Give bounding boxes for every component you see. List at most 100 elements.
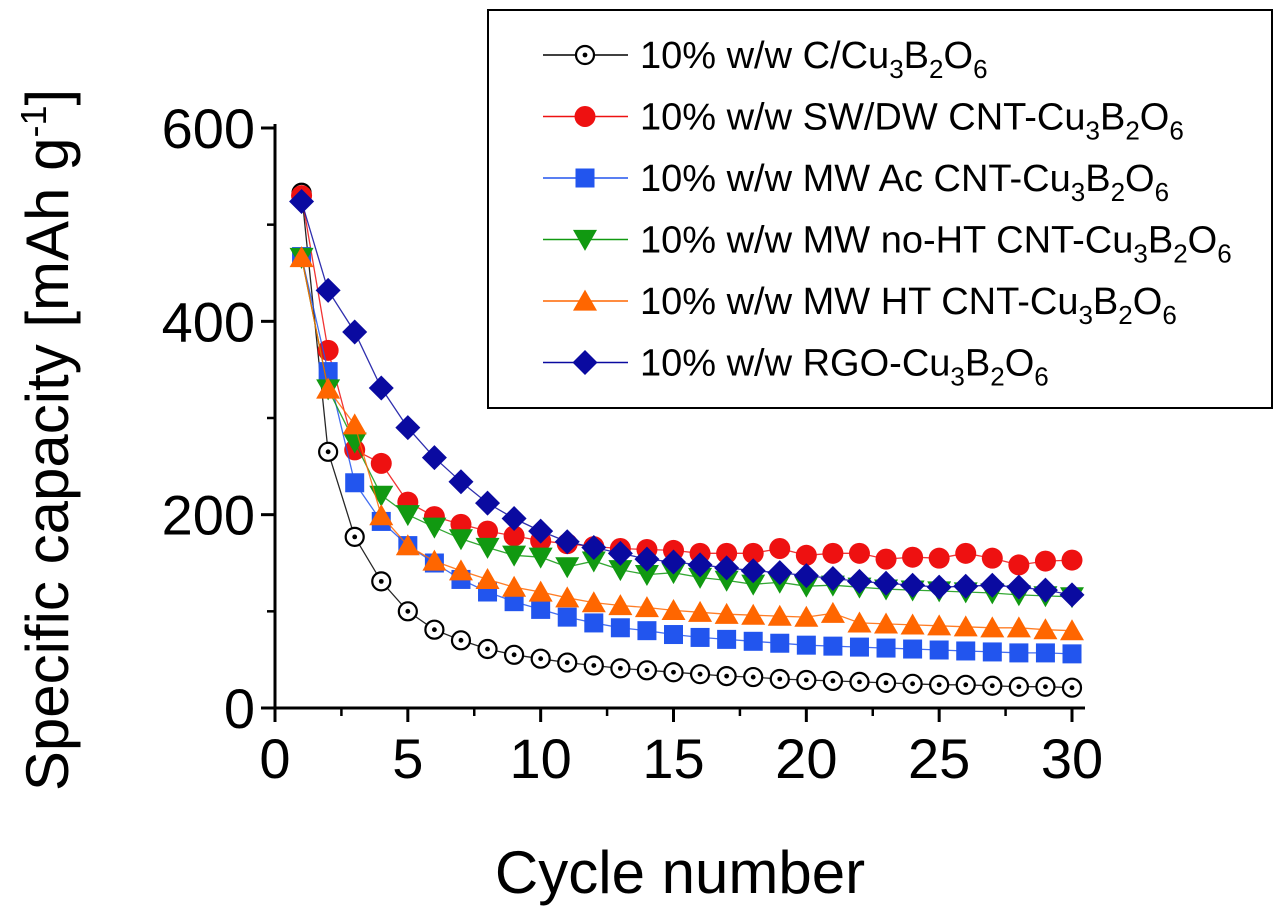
marker-dot	[910, 681, 915, 687]
data-point	[767, 560, 793, 586]
legend-marker	[573, 229, 597, 251]
data-point	[742, 542, 764, 564]
data-point	[477, 520, 499, 542]
legend-marker	[572, 350, 598, 375]
data-point	[503, 525, 525, 547]
data-point	[581, 535, 607, 561]
legend-label-mid: B	[1148, 220, 1173, 262]
y-axis-title-sup: -1	[13, 106, 54, 138]
legend-sub: 2	[929, 54, 943, 84]
data-point	[953, 573, 979, 599]
data-point	[900, 572, 926, 598]
legend-sub: 3	[1085, 116, 1099, 146]
legend-sub: 2	[1118, 300, 1132, 330]
series-5	[289, 188, 1085, 608]
data-point	[873, 570, 899, 596]
legend-sub: 6	[1155, 177, 1169, 207]
data-point	[581, 591, 606, 613]
marker-dot	[883, 680, 889, 686]
data-point	[634, 565, 659, 586]
marker-dot	[803, 677, 809, 683]
data-point	[555, 557, 580, 579]
legend-sub: 3	[950, 362, 964, 392]
marker-dot	[857, 679, 862, 685]
data-point	[448, 559, 473, 581]
y-tick-label: 200	[162, 484, 255, 547]
legend-marker	[574, 44, 596, 66]
legend-marker	[574, 106, 596, 127]
data-point	[342, 413, 367, 435]
legend-sub: 3	[1133, 239, 1147, 269]
legend-label-prefix: 10% w/w RGO-Cu	[640, 343, 950, 385]
data-point	[289, 188, 315, 214]
data-point	[369, 504, 394, 526]
marker-dot	[378, 578, 384, 584]
marker-dot	[644, 667, 650, 673]
data-point	[902, 673, 923, 694]
data-point	[608, 594, 633, 616]
legend-sub: 6	[1034, 362, 1048, 392]
series-2	[292, 247, 1082, 664]
data-point	[345, 473, 365, 493]
data-point	[318, 441, 339, 462]
data-point	[955, 674, 976, 695]
legend-label-mid: B	[965, 343, 990, 385]
data-point	[795, 544, 817, 566]
data-point	[607, 540, 633, 566]
data-point	[955, 542, 977, 564]
y-axis-title-close: ]	[14, 89, 81, 106]
data-point	[395, 415, 421, 441]
data-point	[1059, 582, 1085, 608]
legend-sub: 2	[1111, 177, 1125, 207]
data-point	[743, 631, 763, 651]
y-axis-title: Specific capacity [mAh g-1]	[13, 89, 81, 791]
data-point	[1035, 676, 1056, 697]
marker-dot	[1069, 685, 1075, 691]
data-point	[769, 668, 790, 690]
data-point	[902, 546, 924, 568]
legend-sub: 3	[889, 54, 903, 84]
data-point	[717, 629, 737, 649]
legend-marker	[573, 289, 597, 311]
data-point	[637, 621, 657, 641]
data-point	[875, 672, 897, 693]
marker-dot	[458, 637, 464, 643]
marker-dot	[352, 534, 358, 540]
marker-dot	[582, 52, 588, 58]
data-point	[979, 572, 1005, 598]
x-axis-title: Cycle number	[495, 839, 865, 906]
legend-sub: 2	[1173, 239, 1187, 269]
data-point	[395, 534, 420, 556]
legend-entry-0: 10% w/w C/Cu3B2O6	[543, 35, 988, 84]
data-point	[610, 618, 630, 638]
marker-dot	[989, 683, 995, 689]
marker-dot	[750, 674, 756, 680]
legend-marker	[575, 168, 595, 188]
data-point	[634, 546, 660, 572]
data-point	[557, 652, 578, 673]
data-point	[796, 635, 816, 655]
marker-dot	[671, 669, 676, 675]
legend-label-end: O	[1140, 97, 1170, 139]
data-point	[554, 529, 580, 555]
data-point	[716, 542, 738, 564]
data-point	[822, 542, 844, 564]
data-point	[980, 616, 1005, 638]
data-point	[370, 452, 392, 474]
data-point	[740, 558, 766, 584]
data-point	[848, 542, 870, 564]
plot-area	[289, 182, 1085, 698]
marker-dot	[1043, 684, 1048, 690]
data-point	[342, 432, 367, 454]
data-point	[928, 547, 950, 569]
data-point	[504, 592, 524, 612]
data-point	[422, 549, 447, 571]
data-point	[1062, 644, 1082, 664]
data-point	[716, 665, 737, 687]
data-point	[981, 547, 1003, 569]
data-point	[982, 642, 1002, 662]
data-point	[875, 548, 897, 570]
data-point	[1006, 574, 1032, 600]
